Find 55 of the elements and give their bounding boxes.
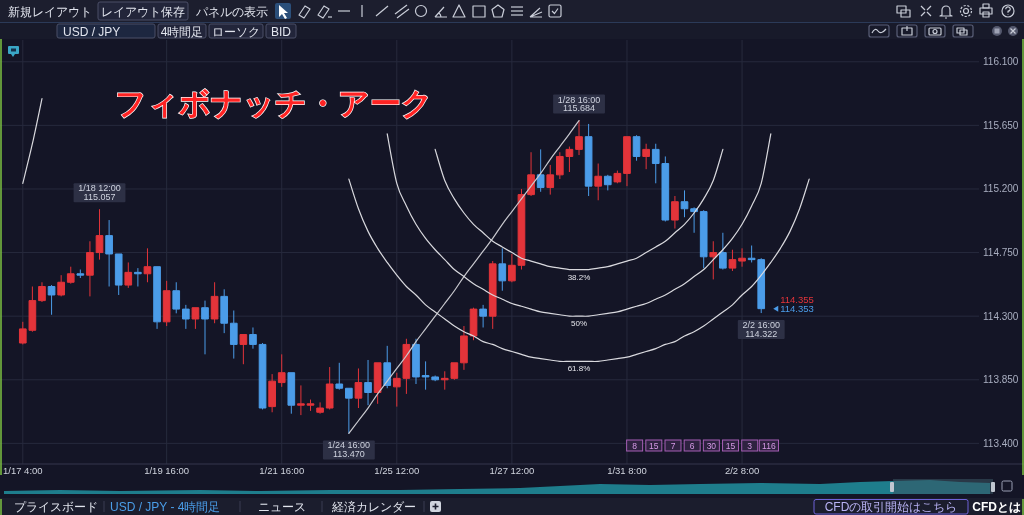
annotation: 1/18 12:00 115.057	[78, 183, 121, 202]
text: フィボナッチ・アーク	[115, 86, 433, 121]
event-count: 15	[722, 439, 740, 452]
price-label: 1/18 12:00 115.057	[73, 183, 126, 203]
ui-control: USD / JPY	[56, 23, 156, 39]
series-label: 38.2%	[567, 272, 591, 282]
annotation: 3	[747, 440, 753, 451]
annotation: 15	[725, 440, 736, 451]
event-count: 7	[664, 439, 682, 452]
annotation: 2/2 16:00 114.322	[742, 320, 780, 339]
annotation: 30	[706, 440, 717, 451]
ui-control: CFDの取引開始はこちら	[813, 499, 969, 515]
price-label: 1/24 16:00 113.470	[322, 440, 375, 460]
annotation: 7	[670, 440, 676, 451]
event-count: 15	[645, 439, 663, 452]
y-tick-label: 116.100	[983, 56, 1019, 68]
ui-control: パネルの表示	[196, 5, 268, 19]
y-tick-label: 115.650	[983, 119, 1019, 131]
y-tick-label: 113.850	[983, 374, 1019, 386]
ui-control: レイアウト保存	[97, 1, 189, 21]
ui-control: USD / JPY - 4時間足	[110, 500, 221, 514]
annotation: 15	[649, 440, 659, 451]
x-tick-label: 1/21 16:00	[259, 465, 305, 476]
price-label: 2/2 16:00 114.322	[737, 320, 785, 340]
y-tick-label: 114.300	[983, 310, 1019, 322]
ui-control: 新規レイアウト	[8, 5, 92, 19]
annotation: 8	[632, 440, 638, 451]
x-tick-label: 1/31 8:00	[607, 465, 647, 476]
x-tick-label: 1/27 12:00	[489, 465, 535, 476]
ui-control: 経済カレンダー	[332, 500, 416, 514]
y-tick-label: 114.750	[983, 247, 1019, 259]
series-label: 61.8%	[567, 364, 591, 374]
event-count: 30	[702, 439, 720, 452]
event-count: 8	[626, 439, 644, 452]
annotation: 114.353	[780, 303, 814, 315]
ui-control: 4時間足	[157, 23, 207, 39]
y-tick-label: 113.400	[983, 437, 1019, 449]
ui-control: ローソク	[208, 23, 264, 39]
annotation: 116	[762, 440, 776, 451]
event-count: 6	[683, 439, 701, 452]
ui-control: プライスボード	[14, 500, 98, 514]
y-tick-label: 115.200	[983, 183, 1019, 195]
x-tick-label: 1/17 4:00	[2, 465, 43, 476]
ui-control: BID	[265, 23, 297, 39]
annotation: 1/24 16:00 113.470	[327, 440, 371, 459]
ui-control: CFDとは	[972, 500, 1021, 514]
price-marker: 114.355	[780, 293, 814, 305]
series-label: 50%	[571, 319, 588, 329]
x-tick-label: 1/25 12:00	[374, 465, 420, 476]
x-tick-label: 1/19 16:00	[144, 465, 190, 476]
event-count: 3	[741, 439, 759, 452]
ui-control: ニュース	[258, 500, 306, 514]
event-count: 116	[758, 439, 779, 452]
x-tick-label: 2/2 8:00	[724, 465, 760, 476]
annotation: 6	[689, 440, 695, 451]
